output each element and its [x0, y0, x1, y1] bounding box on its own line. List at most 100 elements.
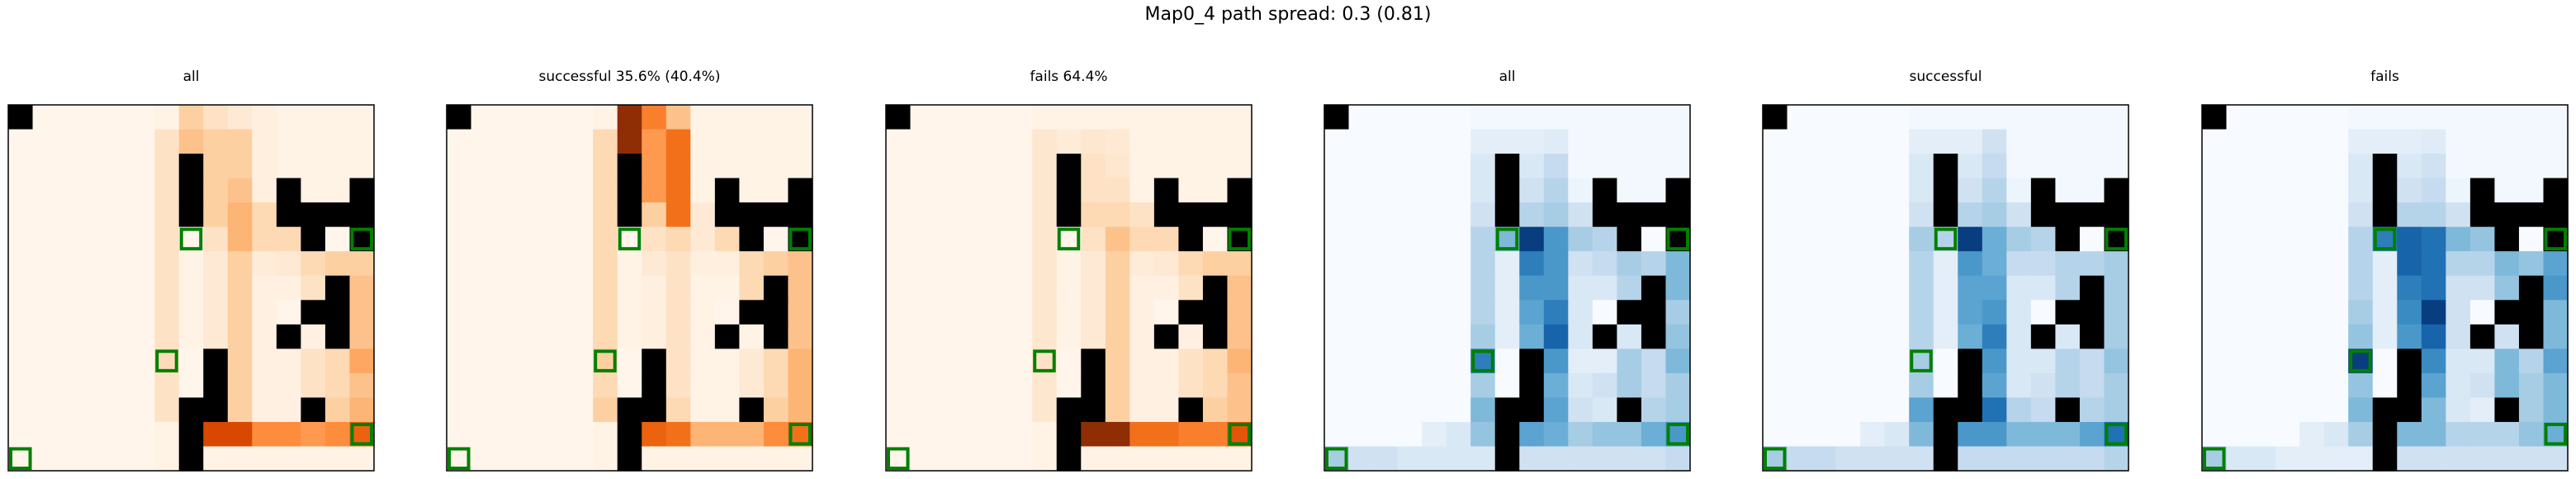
heatmap-cell	[1422, 202, 1447, 228]
heatmap-cell	[2446, 226, 2471, 252]
heatmap-cell	[1324, 154, 1350, 179]
heatmap-cell	[2446, 372, 2471, 398]
heatmap-cell	[2397, 178, 2422, 203]
heatmap-cell	[1494, 129, 1520, 154]
heatmap-cell	[2494, 275, 2520, 301]
heatmap-cell	[252, 372, 277, 398]
heatmap-cell	[1324, 349, 1350, 374]
heatmap-cell	[2397, 226, 2422, 252]
heatmap-cell	[788, 446, 813, 472]
heatmap-cell	[1397, 349, 1423, 374]
heatmap-cell	[935, 202, 960, 228]
heatmap-cell	[1884, 349, 1910, 374]
heatmap-cell	[2006, 251, 2032, 277]
wall-cell	[763, 324, 789, 349]
heatmap-cell	[1909, 300, 1934, 325]
heatmap-cell	[1129, 324, 1155, 349]
heatmap-cell	[1032, 372, 1058, 398]
heatmap-cell	[1811, 275, 1837, 301]
heatmap-cell	[1081, 178, 1106, 203]
heatmap-cell	[57, 226, 83, 252]
heatmap-cell	[1568, 226, 1593, 252]
heatmap-cell	[910, 129, 935, 154]
heatmap-cell	[593, 324, 618, 349]
heatmap-cell	[2275, 349, 2300, 374]
heatmap-cell	[252, 202, 277, 228]
heatmap-cell	[154, 446, 180, 472]
wall-cell	[788, 202, 813, 228]
heatmap-cell	[1446, 397, 1471, 423]
heatmap-cell	[2469, 226, 2495, 252]
heatmap-cell	[1835, 300, 1861, 325]
wall-cell	[2055, 397, 2081, 423]
heatmap-cell	[1665, 372, 1691, 398]
wall-cell	[714, 178, 740, 203]
heatmap-cell	[1446, 446, 1471, 472]
heatmap-cell	[1592, 251, 1617, 277]
heatmap-cell	[1763, 154, 1788, 179]
heatmap-cell	[1470, 446, 1496, 472]
heatmap-cell	[1763, 372, 1788, 398]
heatmap-cell	[447, 397, 472, 423]
heatmap-cell	[568, 421, 594, 448]
heatmap-cell	[568, 105, 594, 130]
wall-cell	[2079, 300, 2105, 325]
heatmap-cell	[495, 275, 521, 301]
heatmap-cell	[2543, 349, 2569, 374]
heatmap-cell	[495, 202, 521, 228]
heatmap-cell	[1519, 446, 1545, 472]
heatmap-cell	[1446, 275, 1471, 301]
heatmap-cell	[1519, 324, 1545, 349]
heatmap-cell	[1811, 154, 1837, 179]
panel-title: successful 35.6% (40.4%)	[538, 69, 720, 85]
heatmap-cell	[1568, 275, 1593, 301]
heatmap-cell	[642, 251, 667, 277]
heatmap-cell	[959, 105, 984, 130]
goal-marker	[1764, 447, 1787, 470]
wall-cell	[203, 397, 229, 423]
heatmap-cell	[2372, 349, 2398, 374]
heatmap-cell	[471, 397, 496, 423]
heatmap-cell	[2055, 275, 2081, 301]
heatmap-cell	[2323, 446, 2349, 472]
heatmap-cell	[2518, 397, 2545, 423]
heatmap-cell	[106, 446, 131, 472]
heatmap-cell	[1422, 105, 1447, 130]
heatmap-cell	[568, 397, 594, 423]
heatmap-cell	[2226, 300, 2252, 325]
heatmap-cell	[1470, 324, 1496, 349]
heatmap-cell	[1884, 226, 1910, 252]
heatmap-cell	[1494, 324, 1520, 349]
wall-cell	[2079, 275, 2105, 301]
heatmap-cell	[2299, 275, 2325, 301]
heatmap-cell	[1373, 105, 1399, 130]
wall-cell	[1202, 324, 1229, 349]
heatmap-cell	[714, 446, 740, 472]
heatmap-cell	[544, 372, 570, 398]
heatmap-cell	[788, 129, 813, 154]
heatmap-cell	[1032, 300, 1058, 325]
heatmap-cell	[2543, 372, 2569, 398]
heatmap-cell	[2397, 129, 2422, 154]
heatmap-cell	[1129, 349, 1155, 374]
heatmap-cell	[1007, 129, 1033, 154]
heatmap-cell	[2446, 129, 2471, 154]
heatmap-cell	[1787, 349, 1812, 374]
heatmap-cell	[2469, 349, 2495, 374]
heatmap-cell	[2421, 324, 2446, 349]
heatmap-cell	[349, 372, 375, 398]
heatmap-cell	[983, 372, 1009, 398]
heatmap-cell	[2323, 275, 2349, 301]
heatmap-cell	[2323, 421, 2349, 448]
heatmap-cell	[2348, 372, 2374, 398]
heatmap-cell	[349, 397, 375, 423]
heatmap-cell	[8, 421, 34, 448]
wall-cell	[301, 300, 326, 325]
heatmap-cell	[1982, 397, 2007, 423]
heatmap-cell	[1324, 397, 1350, 423]
heatmap-cell	[1909, 154, 1934, 179]
heatmap-cell	[1178, 372, 1204, 398]
wall-cell	[178, 446, 204, 472]
heatmap-cell	[252, 105, 277, 130]
goal-marker	[1228, 422, 1251, 446]
